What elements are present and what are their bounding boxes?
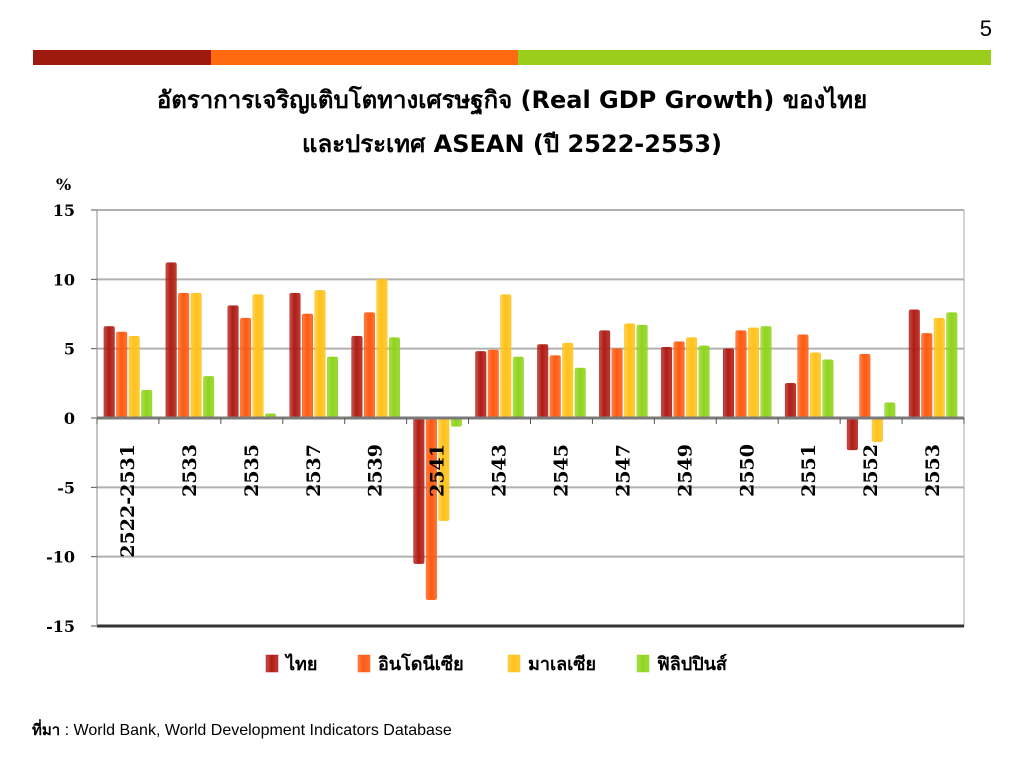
x-tick-label: 2550 xyxy=(736,444,758,497)
gdp-growth-chart: 15 10 5 0 -5 -10 -15% 2522-2531 2533 2535 2537 2539… xyxy=(0,170,1024,690)
decorative-top-bar xyxy=(33,50,991,65)
bar-2541-ไทย xyxy=(413,417,425,564)
x-tick-label: 2541 xyxy=(427,444,449,497)
y-tick-label: 15 xyxy=(53,201,75,220)
y-tick-label: 10 xyxy=(53,270,75,289)
bar-2553-มาเลเซีย xyxy=(933,317,945,419)
y-tick-label: 5 xyxy=(64,340,75,359)
bar-2545-ฟิลิปปินส์ xyxy=(574,367,586,419)
bar-2543-ไทย xyxy=(475,351,487,419)
bar-2552-ไทย xyxy=(846,417,858,451)
bar-2545-ไทย xyxy=(537,344,549,419)
bar-2549-มาเลเซีย xyxy=(686,337,698,419)
bar-2553-ฟิลิปปินส์ xyxy=(946,312,958,419)
source-text: : World Bank, World Development Indicato… xyxy=(60,722,452,739)
x-tick-label: 2539 xyxy=(365,444,387,497)
bar-2522-2531-ฟิลิปปินส์ xyxy=(141,390,153,419)
bar-2551-อินโดนีเซีย xyxy=(797,334,809,419)
y-tick-label: -5 xyxy=(57,478,75,497)
bar-2553-อินโดนีเซีย xyxy=(921,333,933,419)
bar-2533-ไทย xyxy=(165,262,177,419)
bar-2550-ไทย xyxy=(723,348,734,419)
bar-2552-อินโดนีเซีย xyxy=(859,353,871,419)
x-tick-label: 2551 xyxy=(798,444,820,497)
x-tick-label: 2549 xyxy=(674,444,696,497)
source-note: ที่มา : World Bank, World Development In… xyxy=(32,718,452,742)
x-tick-label: 2533 xyxy=(179,444,201,497)
bar-2533-อินโดนีเซีย xyxy=(178,292,190,419)
source-label: ที่มา xyxy=(32,721,61,739)
legend-swatch-อินโดนีเซีย xyxy=(357,654,371,673)
bar-2549-ฟิลิปปินส์ xyxy=(698,345,710,419)
legend-swatch-ฟิลิปปินส์ xyxy=(636,654,650,673)
bar-2547-ไทย xyxy=(599,330,611,419)
bar-2549-ไทย xyxy=(661,347,673,419)
legend-label-อินโดนีเซีย: อินโดนีเซีย xyxy=(378,653,464,675)
bar-2543-อินโดนีเซีย xyxy=(487,349,499,419)
page-number: 5 xyxy=(979,16,992,41)
bar-2549-อินโดนีเซีย xyxy=(673,341,685,419)
bar-2537-ไทย xyxy=(289,292,301,419)
y-tick-label: -15 xyxy=(46,617,75,636)
x-tick-label: 2543 xyxy=(489,444,511,497)
bar-2535-ไทย xyxy=(227,305,239,419)
y-tick-label: 0 xyxy=(64,409,75,428)
bar-2545-มาเลเซีย xyxy=(562,342,574,419)
y-axis-unit-label: % xyxy=(56,175,71,194)
bar-2551-ไทย xyxy=(784,383,796,419)
legend-label-ไทย: ไทย xyxy=(284,653,317,675)
bar-2553-ไทย xyxy=(908,309,920,419)
bar-2547-ฟิลิปปินส์ xyxy=(636,324,648,419)
x-tick-label: 2553 xyxy=(922,444,944,497)
bar-2550-มาเลเซีย xyxy=(748,327,759,419)
bar-2522-2531-อินโดนีเซีย xyxy=(116,331,128,419)
x-tick-label: 2545 xyxy=(550,444,572,497)
x-tick-label: 2535 xyxy=(241,444,263,497)
top-bar-segment-green xyxy=(518,50,991,65)
chart-svg: 15 10 5 0 -5 -10 -15% 2522-2531 2533 2535 2537 2539… xyxy=(46,175,965,675)
bar-2545-อินโดนีเซีย xyxy=(549,355,561,419)
x-tick-label: 2537 xyxy=(303,444,325,497)
bar-2543-มาเลเซีย xyxy=(500,294,512,419)
bar-2551-มาเลเซีย xyxy=(809,352,821,419)
top-bar-segment-orange xyxy=(211,50,518,65)
slide-title-line1: อัตราการเจริญเติบโตทางเศรษฐกิจ (Real GDP… xyxy=(156,86,868,114)
bar-2522-2531-มาเลเซีย xyxy=(128,335,140,419)
legend-swatch-มาเลเซีย xyxy=(507,654,521,673)
x-tick-label: 2522-2531 xyxy=(117,444,139,558)
bar-2533-มาเลเซีย xyxy=(190,292,202,419)
bar-2533-ฟิลิปปินส์ xyxy=(203,376,215,419)
bar-2537-อินโดนีเซีย xyxy=(302,313,313,419)
bar-2537-ฟิลิปปินส์ xyxy=(327,356,338,419)
bar-2552-ฟิลิปปินส์ xyxy=(884,402,896,419)
x-tick-label: 2552 xyxy=(860,444,882,497)
bar-2539-มาเลเซีย xyxy=(376,279,388,419)
bar-2539-อินโดนีเซีย xyxy=(363,312,375,419)
y-tick-label: -10 xyxy=(46,548,75,567)
bar-2535-มาเลเซีย xyxy=(252,294,264,419)
x-tick-label: 2547 xyxy=(612,444,634,497)
bar-2552-มาเลเซีย xyxy=(871,417,883,442)
bar-2550-ฟิลิปปินส์ xyxy=(760,326,772,419)
bar-2551-ฟิลิปปินส์ xyxy=(822,359,834,419)
slide-title: อัตราการเจริญเติบโตทางเศรษฐกิจ (Real GDP… xyxy=(0,78,1024,166)
bar-2550-อินโดนีเซีย xyxy=(735,330,747,419)
bar-2547-อินโดนีเซีย xyxy=(611,348,623,419)
legend-label-ฟิลิปปินส์: ฟิลิปปินส์ xyxy=(657,653,728,675)
slide-title-line2: และประเทศ ASEAN (ปี 2522-2553) xyxy=(301,130,723,158)
bar-2522-2531-ไทย xyxy=(103,326,115,419)
bar-2537-มาเลเซีย xyxy=(314,290,326,419)
legend-label-มาเลเซีย: มาเลเซีย xyxy=(528,654,596,675)
bar-2535-อินโดนีเซีย xyxy=(240,317,252,419)
bar-2543-ฟิลิปปินส์ xyxy=(512,356,524,419)
bar-2547-มาเลเซีย xyxy=(624,323,636,419)
bar-2539-ไทย xyxy=(351,335,363,419)
bar-2539-ฟิลิปปินส์ xyxy=(388,337,400,419)
top-bar-segment-red xyxy=(33,50,211,65)
legend-swatch-ไทย xyxy=(265,654,279,673)
